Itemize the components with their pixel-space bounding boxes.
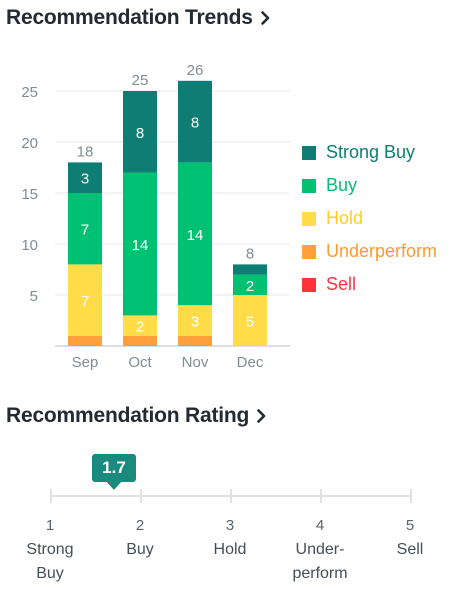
legend-swatch-buy [302, 178, 316, 193]
legend-swatch-underperform [302, 244, 316, 259]
rating-label-sell: 5 Sell [365, 514, 455, 562]
rating-text-underperform: Under-perform [292, 541, 348, 582]
legend-item-sell[interactable]: Sell [302, 268, 437, 301]
rating-number-4: 4 [315, 517, 325, 534]
y-tick-label: 10 [21, 237, 38, 254]
recommendation-rating-scale: 1.7 1 Strong Buy 2 Buy 3 Hold 4 Under-pe… [0, 450, 465, 610]
legend-label-buy: Buy [326, 175, 358, 195]
rating-text-buy: Buy [126, 541, 154, 558]
legend-swatch-hold [302, 211, 316, 226]
rating-text-hold: Hold [213, 541, 247, 558]
bar-segment [123, 335, 157, 346]
legend-item-buy[interactable]: Buy [302, 169, 437, 202]
legend-swatch-strong-buy [302, 145, 316, 160]
bar-segment-label: 14 [187, 227, 204, 244]
bar-segment [178, 335, 212, 346]
legend-label-strong-buy: Strong Buy [326, 142, 416, 162]
chart-legend: Strong Buy Buy Hold Underperform Sell [302, 136, 437, 301]
bar-total-label: 18 [77, 143, 94, 160]
bar-segment [123, 91, 157, 173]
rating-tick-1 [50, 489, 52, 503]
bar-segment [68, 162, 102, 193]
legend-label-sell: Sell [326, 274, 357, 294]
bar-segment [178, 162, 212, 306]
bar-segment [123, 315, 157, 336]
bar-segment-label: 2 [136, 319, 144, 336]
bar-segment [233, 295, 267, 346]
recommendation-rating-title[interactable]: Recommendation Rating [6, 404, 266, 428]
bar-segment-label: 7 [81, 293, 89, 310]
bar-segment-label: 8 [136, 125, 144, 142]
recommendation-trends-title-text: Recommendation Trends [6, 6, 253, 29]
bar-segment [68, 193, 102, 265]
rating-value-marker: 1.7 [92, 454, 136, 490]
chevron-right-icon [260, 11, 269, 25]
legend-label-underperform: Underperform [326, 241, 438, 261]
rating-tick-5 [410, 489, 412, 503]
legend-item-underperform[interactable]: Underperform [302, 235, 437, 268]
bar-segment [178, 80, 212, 163]
y-tick-label: 5 [30, 288, 38, 305]
rating-number-5: 5 [405, 517, 415, 534]
rating-number-3: 3 [225, 517, 235, 534]
bar-segment [123, 172, 157, 316]
rating-tick-2 [140, 489, 142, 503]
x-tick-label: Dec [237, 354, 264, 371]
rating-label-buy: 2 Buy [95, 514, 185, 562]
legend-item-strong-buy[interactable]: Strong Buy [302, 136, 437, 169]
recommendation-rating-title-text: Recommendation Rating [6, 404, 250, 427]
rating-text-sell: Sell [396, 541, 424, 558]
bar-segment-label: 14 [132, 237, 149, 254]
legend-swatch-sell [302, 277, 316, 292]
rating-tick-3 [230, 489, 232, 503]
bar-segment [233, 264, 267, 275]
bar-total-label: 25 [132, 72, 149, 89]
rating-label-hold: 3 Hold [185, 514, 275, 562]
bar-segment [68, 264, 102, 336]
bar-segment-label: 7 [81, 222, 89, 239]
rating-number-1: 1 [45, 517, 55, 534]
bar-segment [68, 335, 102, 346]
rating-label-underperform: 4 Under-perform [275, 514, 365, 586]
bar-total-label: 26 [187, 62, 204, 79]
bar-segment [233, 274, 267, 295]
bar-segment-label: 5 [246, 314, 254, 331]
rating-text-strong-buy: Strong Buy [26, 541, 74, 582]
legend-item-hold[interactable]: Hold [302, 202, 437, 235]
bar-segment [178, 305, 212, 336]
y-tick-label: 15 [21, 186, 38, 203]
legend-label-hold: Hold [326, 208, 364, 228]
bar-segment-label: 8 [191, 115, 199, 132]
bar-segment-label: 3 [81, 171, 89, 188]
bar-segment-label: 2 [246, 278, 254, 295]
bar-total-label: 8 [246, 245, 254, 262]
recommendation-trends-title[interactable]: Recommendation Trends [6, 6, 270, 30]
rating-tick-4 [320, 489, 322, 503]
x-tick-label: Sep [72, 354, 99, 371]
x-tick-label: Nov [182, 354, 209, 371]
chevron-right-icon [257, 409, 266, 423]
rating-label-strong-buy: 1 Strong Buy [5, 514, 95, 586]
bar-segment-label: 3 [191, 314, 199, 331]
y-tick-label: 25 [21, 84, 38, 101]
rating-number-2: 2 [135, 517, 145, 534]
y-tick-label: 20 [21, 135, 38, 152]
recommendation-trends-chart: 5 10 15 20 25 7 7 3 18 Sep 2 14 8 25 Oct 3 14 8 26 Nov 5 2 8 De… [21, 62, 290, 371]
x-tick-label: Oct [128, 354, 152, 371]
